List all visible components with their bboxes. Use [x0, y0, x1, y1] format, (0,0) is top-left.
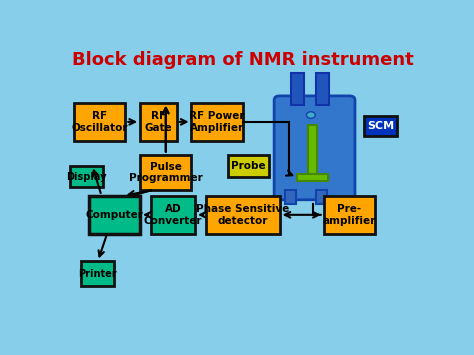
Text: Phase Sensitive
detector: Phase Sensitive detector — [196, 204, 290, 226]
FancyBboxPatch shape — [274, 96, 355, 200]
Text: Display: Display — [66, 171, 107, 181]
FancyBboxPatch shape — [140, 103, 177, 141]
Text: RF Power
Amplifier: RF Power Amplifier — [190, 111, 245, 133]
FancyBboxPatch shape — [70, 165, 103, 187]
FancyBboxPatch shape — [89, 196, 140, 234]
Text: RF
Gate: RF Gate — [145, 111, 173, 133]
Text: SCM: SCM — [367, 121, 394, 131]
Text: Pulse
Programmer: Pulse Programmer — [129, 162, 203, 183]
Circle shape — [307, 112, 315, 118]
FancyBboxPatch shape — [285, 190, 296, 204]
FancyBboxPatch shape — [324, 196, 375, 234]
Text: Probe: Probe — [231, 160, 266, 171]
FancyBboxPatch shape — [316, 190, 328, 204]
FancyBboxPatch shape — [151, 196, 195, 234]
Text: Pre-
amplifier: Pre- amplifier — [323, 204, 376, 226]
Text: RF
Oscillator: RF Oscillator — [72, 111, 128, 133]
FancyBboxPatch shape — [364, 116, 397, 136]
FancyBboxPatch shape — [191, 103, 243, 141]
FancyBboxPatch shape — [140, 155, 191, 190]
FancyBboxPatch shape — [297, 174, 328, 181]
FancyBboxPatch shape — [316, 73, 329, 105]
FancyBboxPatch shape — [206, 196, 280, 234]
FancyBboxPatch shape — [308, 125, 318, 179]
FancyBboxPatch shape — [291, 73, 303, 105]
Text: AD
Converter: AD Converter — [144, 204, 202, 226]
Text: Computer: Computer — [85, 210, 143, 220]
FancyBboxPatch shape — [74, 103, 125, 141]
FancyBboxPatch shape — [228, 155, 269, 176]
FancyBboxPatch shape — [82, 261, 114, 286]
Text: Printer: Printer — [79, 269, 117, 279]
Text: Block diagram of NMR instrument: Block diagram of NMR instrument — [72, 51, 414, 69]
